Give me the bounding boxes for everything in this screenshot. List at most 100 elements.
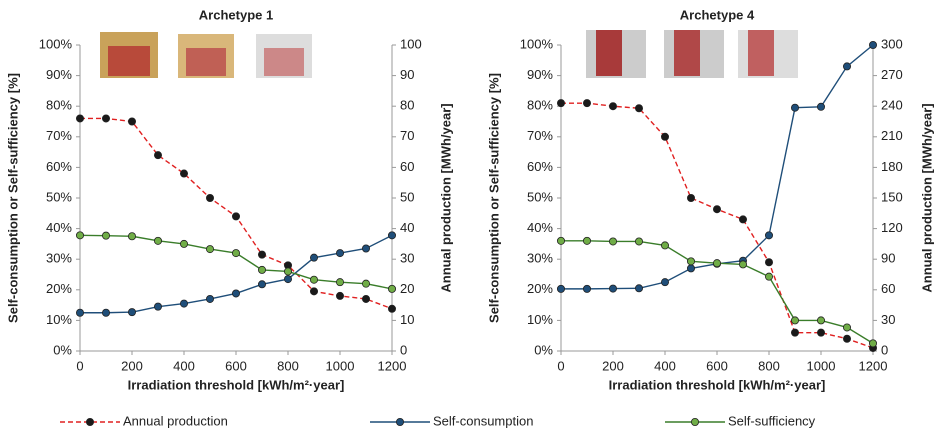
marker (336, 292, 343, 299)
marker (635, 238, 642, 245)
marker (102, 309, 109, 316)
y-tick-label: 80% (46, 98, 72, 113)
y2-tick-label: 60 (400, 159, 414, 174)
x-tick-label: 200 (121, 358, 143, 373)
marker (154, 152, 161, 159)
x-tick-label: 1200 (378, 358, 407, 373)
marker (557, 100, 564, 107)
marker (609, 103, 616, 110)
marker (180, 170, 187, 177)
chart-title: Archetype 1 (199, 7, 273, 22)
marker (388, 232, 395, 239)
x-tick-label: 0 (76, 358, 83, 373)
y2-tick-label: 80 (400, 98, 414, 113)
marker (180, 240, 187, 247)
legend-marker (396, 418, 403, 425)
y2-tick-label: 270 (881, 67, 903, 82)
y-tick-label: 0% (534, 342, 553, 357)
marker (765, 273, 772, 280)
marker (258, 251, 265, 258)
marker (817, 329, 824, 336)
marker (817, 103, 824, 110)
y-tick-label: 100% (520, 36, 554, 51)
building-image (674, 30, 700, 76)
y2-tick-label: 150 (881, 189, 903, 204)
marker (154, 237, 161, 244)
marker (661, 242, 668, 249)
marker (791, 317, 798, 324)
marker (102, 115, 109, 122)
marker (557, 237, 564, 244)
x-tick-label: 1200 (859, 358, 888, 373)
marker (557, 285, 564, 292)
marker (206, 194, 213, 201)
x-tick-label: 600 (225, 358, 247, 373)
x-tick-label: 1000 (326, 358, 355, 373)
y2-axis-label: Annual production [MWh/year] (438, 103, 453, 292)
series-line (561, 103, 873, 348)
marker (76, 232, 83, 239)
marker (310, 288, 317, 295)
marker (687, 194, 694, 201)
y-tick-label: 70% (46, 128, 72, 143)
x-axis-label: Irradiation threshold [kWh/m²·year] (128, 377, 345, 392)
y2-tick-label: 0 (881, 342, 888, 357)
marker (635, 285, 642, 292)
legend-label: Annual production (123, 413, 228, 428)
marker (583, 100, 590, 107)
marker (180, 300, 187, 307)
marker (258, 281, 265, 288)
building-image (748, 30, 774, 76)
y-tick-label: 50% (527, 189, 553, 204)
marker (128, 118, 135, 125)
y2-tick-label: 300 (881, 36, 903, 51)
y2-tick-label: 180 (881, 159, 903, 174)
marker (232, 290, 239, 297)
marker (583, 285, 590, 292)
marker (336, 249, 343, 256)
legend-marker (691, 418, 698, 425)
marker (362, 295, 369, 302)
legend-label: Self-consumption (433, 413, 533, 428)
legend-label: Self-sufficiency (728, 413, 816, 428)
y-tick-label: 30% (46, 251, 72, 266)
marker (609, 238, 616, 245)
y-tick-label: 100% (39, 36, 73, 51)
y2-tick-label: 30 (881, 312, 895, 327)
marker (362, 280, 369, 287)
marker (206, 295, 213, 302)
y2-tick-label: 50 (400, 189, 414, 204)
y-tick-label: 30% (527, 251, 553, 266)
building-images (100, 30, 798, 78)
marker (388, 305, 395, 312)
marker (609, 285, 616, 292)
marker (843, 335, 850, 342)
marker (765, 259, 772, 266)
marker (765, 232, 772, 239)
building-image (108, 46, 150, 76)
marker (583, 237, 590, 244)
marker (791, 104, 798, 111)
marker (713, 206, 720, 213)
series-line (561, 45, 873, 289)
marker (154, 303, 161, 310)
x-tick-label: 800 (277, 358, 299, 373)
marker (635, 105, 642, 112)
x-tick-label: 400 (173, 358, 195, 373)
y2-axis-label: Annual production [MWh/year] (919, 103, 934, 292)
marker (869, 41, 876, 48)
marker (310, 276, 317, 283)
y2-tick-label: 10 (400, 312, 414, 327)
marker (661, 133, 668, 140)
y-tick-label: 60% (527, 159, 553, 174)
y2-tick-label: 240 (881, 98, 903, 113)
x-tick-label: 400 (654, 358, 676, 373)
marker (258, 266, 265, 273)
y-tick-label: 0% (53, 342, 72, 357)
marker (791, 329, 798, 336)
marker (817, 317, 824, 324)
x-tick-label: 0 (557, 358, 564, 373)
y-axis-label: Self-consumption or Self-sufficiency [%] (5, 73, 20, 323)
marker (102, 232, 109, 239)
y-tick-label: 80% (527, 98, 553, 113)
